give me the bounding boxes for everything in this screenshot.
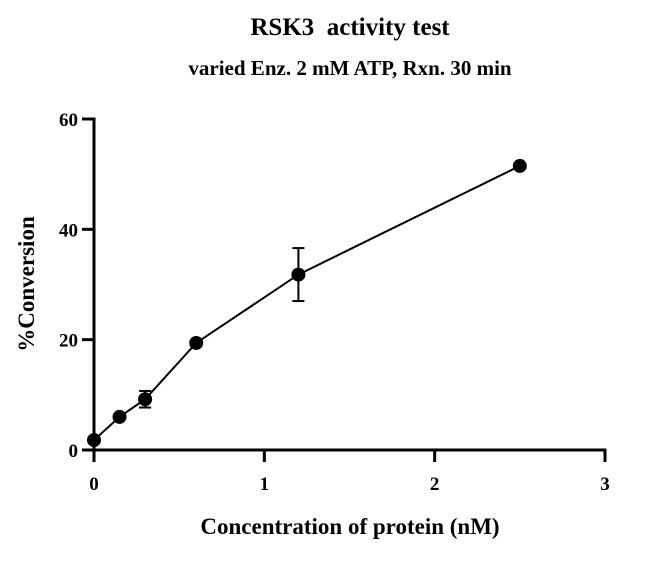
y-tick-label: 60 — [59, 110, 78, 131]
y-tick-label: 0 — [69, 441, 79, 462]
y-tick-label: 20 — [59, 331, 78, 352]
error-bars — [139, 247, 305, 409]
y-axis-title: %Conversion — [14, 216, 39, 352]
data-point — [291, 267, 306, 282]
data-point — [87, 433, 101, 448]
x-tick-label: 2 — [430, 474, 440, 495]
y-axis-ticks: 0 20 40 60 — [59, 110, 94, 462]
data-points — [87, 158, 527, 448]
data-point — [112, 409, 127, 424]
chart-subtitle: varied Enz. 2 mM ATP, Rxn. 30 min — [188, 56, 512, 80]
data-point — [512, 158, 527, 173]
chart-title: RSK3 activity test — [250, 14, 450, 41]
x-axis-title: Concentration of protein (nM) — [200, 514, 499, 539]
series-line — [93, 164, 521, 441]
y-tick-label: 40 — [59, 220, 78, 241]
x-tick-label: 1 — [260, 474, 270, 495]
data-point — [189, 335, 204, 350]
data-point — [138, 392, 153, 407]
x-tick-label: 3 — [600, 474, 610, 495]
x-axis-ticks: 0 1 2 3 — [89, 450, 610, 495]
x-tick-label: 0 — [89, 474, 99, 495]
